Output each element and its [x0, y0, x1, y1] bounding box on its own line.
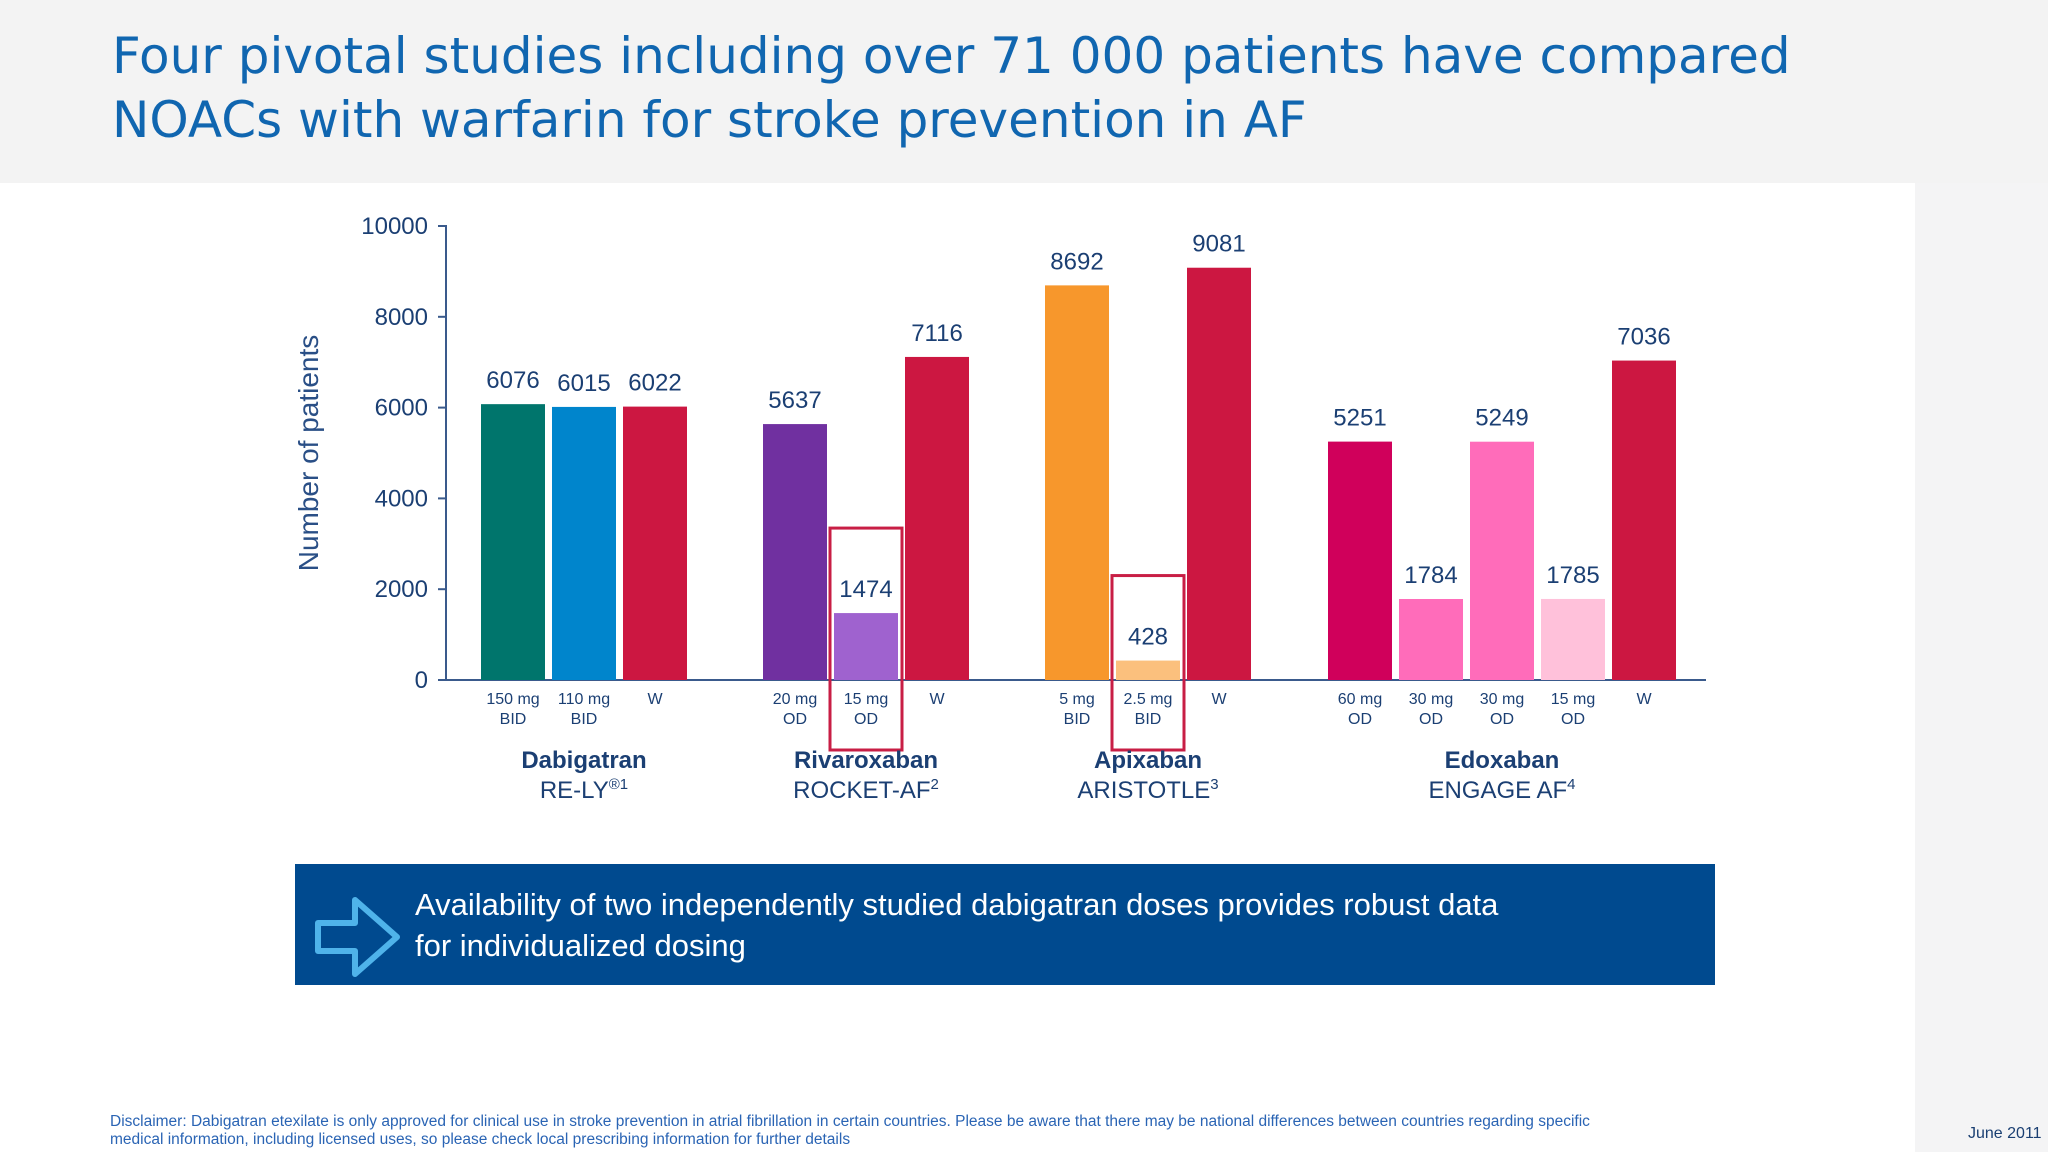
- x-tick-label-regimen: OD: [854, 711, 878, 728]
- bar-value-label: 8692: [1050, 248, 1103, 275]
- x-tick-label-dose: W: [1211, 691, 1227, 708]
- x-tick-label-regimen: OD: [1490, 711, 1514, 728]
- x-tick-label-dose: 30 mg: [1480, 691, 1524, 708]
- x-tick-label-dose: 15 mg: [1551, 691, 1595, 708]
- x-tick-label-dose: W: [647, 691, 663, 708]
- x-tick-label-dose: 15 mg: [844, 691, 888, 708]
- callout-text: Availability of two independently studie…: [415, 884, 1695, 966]
- group-drug-label: Rivaroxaban: [794, 747, 938, 774]
- bar-value-label: 9081: [1192, 231, 1245, 258]
- x-tick-label-regimen: OD: [1348, 711, 1372, 728]
- group-drug-label: Apixaban: [1094, 747, 1202, 774]
- bar: [1541, 598, 1605, 680]
- x-tick-label-regimen: OD: [783, 711, 807, 728]
- right-margin-strip: [1915, 183, 2048, 1152]
- x-tick-label-regimen: BID: [571, 711, 598, 728]
- arrow-right-icon: [315, 897, 400, 977]
- patients-bar-chart: 0 2000 4000 6000 8000 10000 Number of patients…: [293, 213, 1706, 804]
- bar-value-label: 1785: [1546, 562, 1599, 589]
- y-tick-label: 6000: [375, 395, 428, 422]
- bar: [763, 424, 827, 680]
- bar-value-label: 1784: [1404, 562, 1457, 589]
- bar: [1187, 267, 1251, 680]
- x-tick-label-dose: 30 mg: [1409, 691, 1453, 708]
- bar-value-label: 428: [1128, 624, 1168, 651]
- trial-name: ROCKET-AF: [793, 777, 930, 804]
- y-tick-label: 10000: [361, 213, 428, 240]
- highlight-box: [828, 526, 904, 752]
- x-tick-label-dose: W: [1636, 691, 1652, 708]
- slide-title-line-2: NOACs with warfarin for stroke preventio…: [112, 91, 1307, 149]
- key-message-callout: Availability of two independently studie…: [295, 864, 1715, 985]
- group-drug-label: Edoxaban: [1445, 747, 1560, 774]
- y-tick-label: 4000: [375, 485, 428, 512]
- group-drug-label: Dabigatran: [521, 747, 646, 774]
- x-tick-label-regimen: BID: [1064, 711, 1091, 728]
- bar: [1116, 660, 1180, 680]
- bar-value-label: 6022: [628, 370, 681, 397]
- x-tick-label-regimen: BID: [500, 711, 527, 728]
- trial-reference-superscript: ®1: [609, 776, 628, 793]
- x-tick-label-dose: 2.5 mg: [1124, 691, 1173, 708]
- bar-value-label: 5251: [1333, 405, 1386, 432]
- x-tick-label-dose: 5 mg: [1059, 691, 1095, 708]
- group-trial-label: ROCKET-AF2: [793, 776, 939, 804]
- highlight-box: [1110, 574, 1186, 752]
- bar-value-label: 5637: [768, 387, 821, 414]
- group-trial-label: ARISTOTLE3: [1077, 776, 1218, 804]
- bar: [905, 356, 969, 680]
- slide-title: Four pivotal studies including over 71 0…: [112, 24, 1872, 152]
- x-tick-label-dose: W: [929, 691, 945, 708]
- y-tick-label: 8000: [375, 304, 428, 331]
- disclaimer-line-1: Disclaimer: Dabigatran etexilate is only…: [110, 1113, 1590, 1130]
- trial-name: RE-LY: [540, 777, 609, 804]
- y-tick-label: 0: [415, 667, 428, 694]
- trial-name: ENGAGE AF: [1428, 777, 1567, 804]
- x-tick-label-dose: 150 mg: [486, 691, 539, 708]
- slide-title-line-1: Four pivotal studies including over 71 0…: [112, 27, 1791, 85]
- x-tick-label-dose: 20 mg: [773, 691, 817, 708]
- bar: [1328, 441, 1392, 680]
- x-tick-label-dose: 110 mg: [558, 691, 610, 708]
- slide-date: June 2011: [1968, 1125, 2042, 1142]
- title-band: [0, 0, 2048, 183]
- trial-reference-superscript: 3: [1210, 776, 1218, 793]
- bar: [1399, 599, 1463, 680]
- bar: [552, 406, 616, 680]
- y-tick-label: 2000: [375, 576, 428, 603]
- bar: [1612, 360, 1676, 680]
- trial-reference-superscript: 2: [931, 776, 939, 793]
- bar-value-label: 1474: [839, 576, 892, 603]
- bar-value-label: 7036: [1617, 324, 1670, 351]
- bar: [1470, 441, 1534, 680]
- callout-line-1: Availability of two independently studie…: [415, 887, 1499, 922]
- group-trial-label: ENGAGE AF4: [1428, 776, 1575, 804]
- trial-reference-superscript: 4: [1567, 776, 1575, 793]
- x-tick-label-dose: 60 mg: [1338, 691, 1382, 708]
- bar-value-label: 7116: [911, 320, 963, 347]
- callout-line-2: for individualized dosing: [415, 928, 746, 963]
- bar: [481, 404, 545, 680]
- disclaimer: Disclaimer: Dabigatran etexilate is only…: [110, 1113, 1810, 1149]
- bar-value-label: 6015: [557, 370, 610, 397]
- group-trial-label: RE-LY®1: [540, 776, 628, 804]
- x-tick-label-regimen: BID: [1135, 711, 1162, 728]
- bar: [623, 406, 687, 680]
- trial-name: ARISTOTLE: [1077, 777, 1210, 804]
- bar-value-label: 5249: [1475, 405, 1528, 432]
- disclaimer-line-2: medical information, including licensed …: [110, 1131, 851, 1148]
- x-tick-label-regimen: OD: [1561, 711, 1585, 728]
- x-tick-label-regimen: OD: [1419, 711, 1443, 728]
- bar-value-label: 6076: [486, 367, 539, 394]
- bar: [834, 613, 898, 680]
- y-axis-title: Number of patients: [293, 335, 324, 572]
- bar: [1045, 285, 1109, 680]
